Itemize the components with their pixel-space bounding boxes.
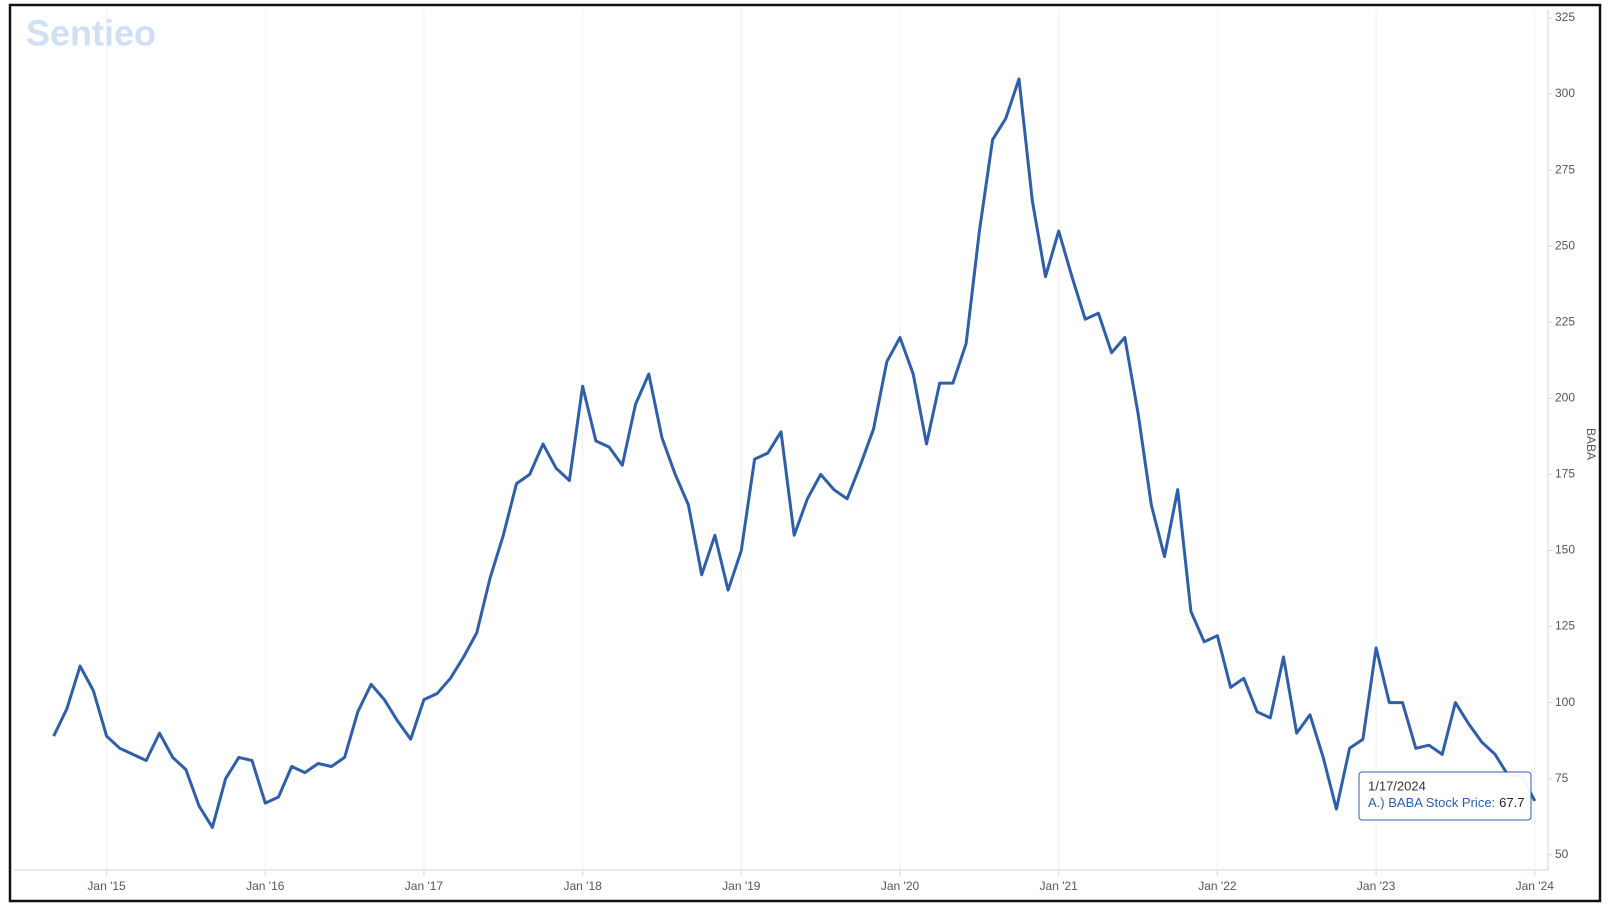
y-tick-label: 100 bbox=[1555, 695, 1575, 709]
x-tick-label: Jan '15 bbox=[87, 879, 126, 893]
tooltip-value: 67.7 bbox=[1499, 795, 1524, 810]
y-tick-label: 125 bbox=[1555, 619, 1575, 633]
tooltip-box bbox=[1358, 771, 1532, 821]
y-tick-label: 325 bbox=[1555, 10, 1575, 24]
y-tick-label: 150 bbox=[1555, 543, 1575, 557]
price-line bbox=[52, 77, 1537, 829]
frame bbox=[8, 3, 1602, 903]
y-tick-label: 200 bbox=[1555, 391, 1575, 405]
x-tick-label: Jan '24 bbox=[1516, 879, 1555, 893]
tooltip-text: A.) BABA Stock Price: 67.7 bbox=[1368, 795, 1524, 810]
y-tick-label: 300 bbox=[1555, 86, 1575, 100]
tooltip-label: A.) BABA Stock Price: bbox=[1368, 795, 1495, 810]
y-tick-label: 50 bbox=[1555, 847, 1569, 861]
y-tick-label: 175 bbox=[1555, 467, 1575, 481]
y-tick-label: 75 bbox=[1555, 771, 1569, 785]
y-tick-label: 250 bbox=[1555, 238, 1575, 252]
watermark: Sentieo bbox=[26, 13, 156, 54]
y-tick-label: 225 bbox=[1555, 314, 1575, 328]
x-tick-label: Jan '18 bbox=[563, 879, 602, 893]
x-tick-label: Jan '17 bbox=[405, 879, 444, 893]
x-tick-label: Jan '23 bbox=[1357, 879, 1396, 893]
x-tick-label: Jan '16 bbox=[246, 879, 285, 893]
x-tick-label: Jan '19 bbox=[722, 879, 761, 893]
y-axis-title: BABA bbox=[1584, 428, 1598, 460]
tooltip-date: 1/17/2024 bbox=[1368, 778, 1426, 793]
y-tick-label: 275 bbox=[1555, 162, 1575, 176]
x-tick-label: Jan '22 bbox=[1198, 879, 1237, 893]
x-tick-label: Jan '20 bbox=[881, 879, 920, 893]
x-tick-label: Jan '21 bbox=[1040, 879, 1079, 893]
